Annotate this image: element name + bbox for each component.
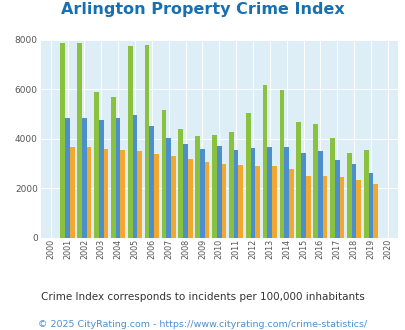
Bar [346, 153, 351, 238]
Bar [145, 45, 149, 238]
Text: © 2025 CityRating.com - https://www.cityrating.com/crime-statistics/: © 2025 CityRating.com - https://www.city… [38, 320, 367, 329]
Bar [305, 176, 310, 238]
Bar [255, 166, 259, 238]
Bar [120, 150, 125, 238]
Bar [60, 43, 65, 238]
Bar [363, 150, 368, 238]
Bar [245, 114, 250, 238]
Bar [149, 126, 154, 238]
Bar [296, 122, 301, 238]
Bar [183, 144, 188, 238]
Bar [200, 148, 204, 238]
Bar [154, 154, 158, 238]
Bar [188, 159, 192, 238]
Bar [103, 148, 108, 238]
Bar [313, 124, 317, 238]
Bar [171, 156, 175, 238]
Bar [339, 177, 343, 238]
Text: Crime Index corresponds to incidents per 100,000 inhabitants: Crime Index corresponds to incidents per… [41, 292, 364, 302]
Bar [137, 151, 142, 238]
Bar [351, 164, 356, 238]
Bar [94, 92, 99, 238]
Bar [279, 90, 283, 238]
Bar [82, 118, 87, 238]
Bar [166, 138, 171, 238]
Bar [87, 147, 91, 238]
Bar [233, 150, 238, 238]
Bar [250, 148, 255, 238]
Bar [301, 153, 305, 238]
Bar [65, 118, 70, 238]
Text: Arlington Property Crime Index: Arlington Property Crime Index [61, 2, 344, 16]
Bar [368, 173, 372, 238]
Bar [372, 184, 377, 238]
Bar [288, 169, 293, 238]
Bar [262, 85, 267, 238]
Bar [329, 138, 334, 238]
Bar [115, 117, 120, 238]
Bar [161, 110, 166, 238]
Bar [204, 162, 209, 238]
Bar [322, 176, 326, 238]
Bar [212, 135, 216, 238]
Bar [178, 129, 183, 238]
Bar [334, 160, 339, 238]
Bar [111, 96, 115, 238]
Bar [271, 166, 276, 238]
Bar [317, 151, 322, 238]
Bar [99, 120, 103, 238]
Bar [77, 43, 82, 238]
Bar [228, 132, 233, 238]
Bar [195, 136, 200, 238]
Bar [238, 165, 243, 238]
Bar [221, 164, 226, 238]
Bar [128, 46, 132, 238]
Bar [70, 147, 75, 238]
Bar [132, 115, 137, 238]
Bar [267, 147, 271, 238]
Bar [216, 146, 221, 238]
Bar [356, 180, 360, 238]
Bar [284, 147, 288, 238]
